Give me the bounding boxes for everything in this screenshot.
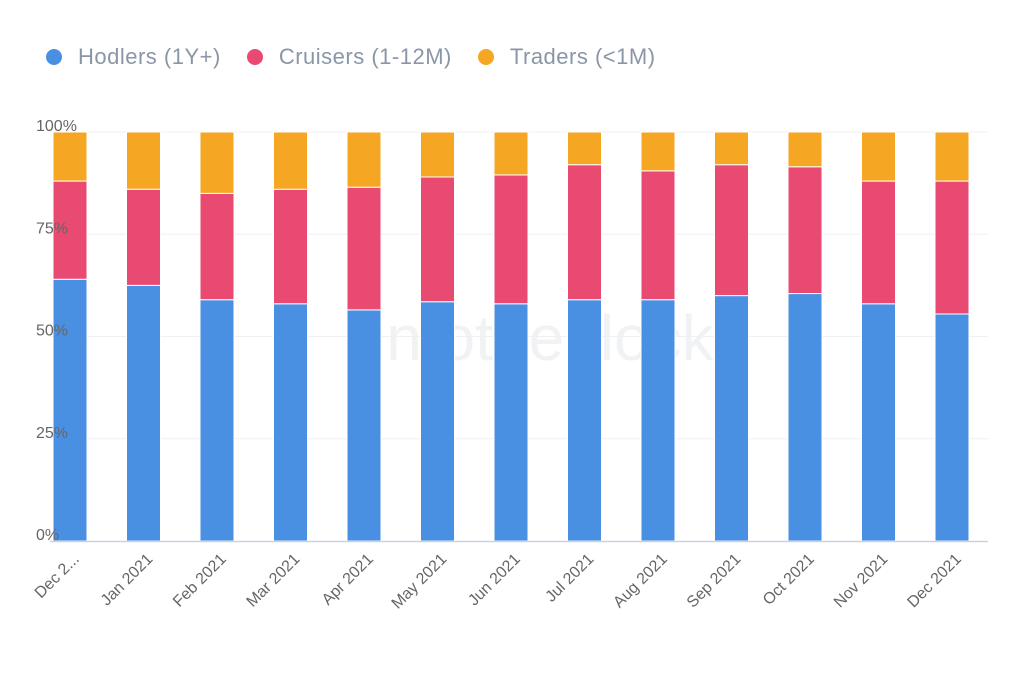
legend: Hodlers (1Y+) Cruisers (1-12M) Traders (<1… — [46, 44, 682, 70]
bar-segment[interactable] — [273, 303, 308, 542]
bar-segment[interactable] — [346, 131, 382, 188]
legend-dot-icon — [246, 49, 263, 65]
x-axis-ticks: Dec 2... Jan 2021 Feb 2021 Mar 2021 Apr 2021… — [32, 551, 965, 613]
bar-segment[interactable] — [420, 176, 455, 303]
bar-segment[interactable] — [861, 180, 896, 305]
bar-segment[interactable] — [346, 309, 382, 542]
y-tick-label: 75% — [36, 220, 68, 237]
bar-segment[interactable] — [640, 170, 676, 301]
bar-segment[interactable] — [787, 131, 823, 168]
bar-segment[interactable] — [493, 174, 529, 305]
x-tick-label: Feb 2021 — [170, 551, 230, 611]
bar-segment[interactable] — [52, 131, 88, 182]
x-tick-label: Nov 2021 — [831, 551, 892, 612]
bars — [52, 131, 970, 542]
bar-segment[interactable] — [420, 131, 455, 178]
x-tick-label: Dec 2021 — [904, 551, 965, 612]
bar-segment[interactable] — [493, 131, 529, 176]
legend-item[interactable]: Cruisers (1-12M) — [246, 44, 452, 70]
y-tick-label: 50% — [36, 323, 68, 340]
bar-segment[interactable] — [420, 301, 455, 542]
x-tick-label: Oct 2021 — [760, 551, 818, 609]
bar-segment[interactable] — [346, 186, 382, 311]
bar-segment[interactable] — [714, 295, 749, 542]
legend-dot-icon — [46, 49, 62, 65]
bar-segment[interactable] — [861, 131, 896, 182]
x-tick-label: Jun 2021 — [465, 551, 524, 610]
bar-segment[interactable] — [493, 303, 529, 542]
legend-dot-icon — [477, 49, 494, 65]
bar-segment[interactable] — [199, 131, 235, 194]
bar-segment[interactable] — [567, 299, 602, 542]
x-tick-label: May 2021 — [389, 551, 451, 613]
legend-item[interactable]: Traders (<1M) — [477, 44, 656, 70]
bar-segment[interactable] — [199, 299, 235, 542]
bar-segment[interactable] — [567, 131, 602, 166]
y-axis-ticks: 0% 25% 50% 75% 100% — [36, 118, 77, 544]
bar-segment[interactable] — [567, 164, 602, 301]
bar-segment[interactable] — [199, 192, 235, 301]
bar-segment[interactable] — [934, 180, 970, 315]
bar-segment[interactable] — [861, 303, 896, 542]
legend-item[interactable]: Hodlers (1Y+) — [46, 44, 221, 70]
legend-label: Cruisers (1-12M) — [278, 44, 452, 69]
legend-label: Hodlers (1Y+) — [78, 44, 221, 69]
x-tick-label: Aug 2021 — [610, 551, 671, 612]
y-tick-label: 0% — [36, 527, 59, 544]
bar-segment[interactable] — [273, 188, 308, 305]
bar-segment[interactable] — [640, 131, 676, 172]
x-tick-label: Mar 2021 — [244, 551, 304, 611]
y-tick-label: 100% — [36, 118, 77, 135]
bar-segment[interactable] — [126, 131, 161, 190]
bar-segment[interactable] — [126, 284, 161, 542]
bar-segment[interactable] — [787, 293, 823, 542]
bar-segment[interactable] — [52, 180, 88, 280]
y-tick-label: 25% — [36, 425, 68, 442]
bar-segment[interactable] — [714, 131, 749, 166]
bar-segment[interactable] — [787, 166, 823, 295]
bar-segment[interactable] — [126, 188, 161, 286]
bar-segment[interactable] — [52, 278, 88, 542]
x-tick-label: Jul 2021 — [543, 551, 598, 606]
x-tick-label: Dec 2... — [32, 551, 83, 602]
bar-segment[interactable] — [273, 131, 308, 190]
x-tick-label: Jan 2021 — [98, 551, 157, 610]
x-tick-label: Sep 2021 — [684, 551, 745, 612]
bar-segment[interactable] — [934, 313, 970, 542]
bar-segment[interactable] — [934, 131, 970, 182]
x-tick-label: Apr 2021 — [319, 551, 377, 609]
legend-label: Traders (<1M) — [509, 44, 656, 69]
bar-segment[interactable] — [714, 164, 749, 297]
bar-segment[interactable] — [640, 299, 676, 542]
